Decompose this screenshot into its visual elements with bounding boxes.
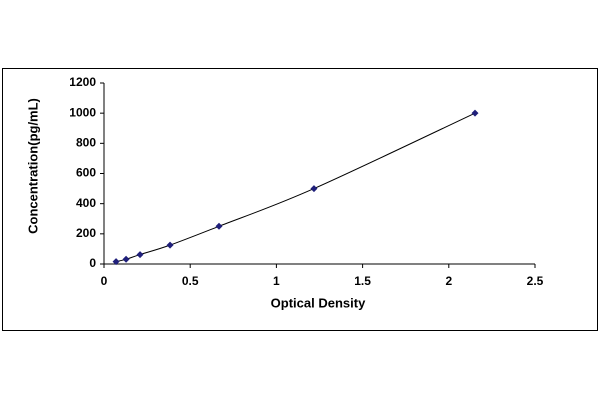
y-tick-label: 200 — [76, 226, 96, 240]
fit-curve — [115, 112, 476, 263]
data-point — [215, 222, 223, 230]
y-tick-label: 800 — [76, 136, 96, 150]
y-tick-label: 1000 — [69, 105, 96, 119]
x-tick-label: 1 — [273, 274, 280, 288]
y-tick-label: 0 — [89, 256, 96, 270]
data-point — [136, 251, 144, 259]
x-tick-label: 1.5 — [354, 274, 371, 288]
x-tick-label: 2.5 — [527, 274, 544, 288]
y-tick-label: 1200 — [69, 75, 96, 89]
data-point — [122, 255, 130, 263]
data-point — [310, 185, 318, 193]
x-tick-label: 0 — [101, 274, 108, 288]
x-tick-label: 2 — [445, 274, 452, 288]
data-point — [471, 109, 479, 117]
data-point — [166, 241, 174, 249]
y-axis-label: Concentration(pg/mL) — [25, 98, 40, 234]
y-tick-label: 400 — [76, 196, 96, 210]
data-point — [112, 258, 120, 266]
x-axis-label: Optical Density — [271, 295, 366, 310]
y-tick-label: 600 — [76, 166, 96, 180]
x-tick-label: 0.5 — [182, 274, 199, 288]
chart-frame — [2, 68, 598, 331]
